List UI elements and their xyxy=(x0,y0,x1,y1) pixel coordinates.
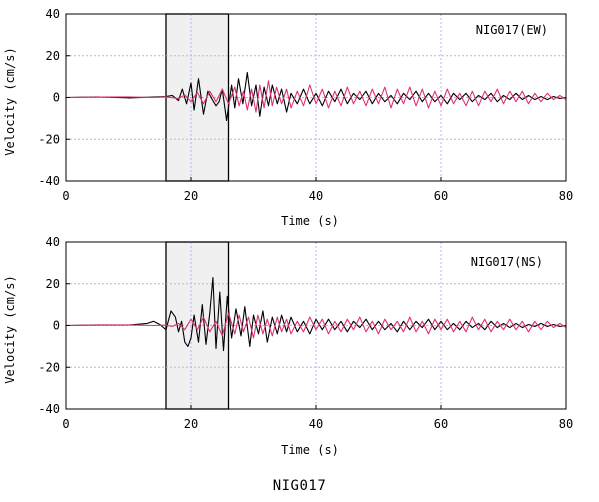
y-axis-label: Velocity (cm/s) xyxy=(3,275,17,383)
x-tick-label: 80 xyxy=(559,417,573,431)
y-tick-label: 20 xyxy=(46,49,60,63)
y-tick-label: -40 xyxy=(38,402,60,416)
series-line-2 xyxy=(65,80,567,113)
y-tick-label: -20 xyxy=(38,132,60,146)
panel-label: NIG017(NS) xyxy=(471,255,543,269)
x-tick-label: 40 xyxy=(309,417,323,431)
y-tick-label: 0 xyxy=(53,91,60,105)
y-tick-label: 20 xyxy=(46,277,60,291)
x-axis-label: Time (s) xyxy=(281,443,339,457)
x-axis-label: Time (s) xyxy=(281,214,339,228)
x-tick-label: 0 xyxy=(62,417,69,431)
x-tick-label: 80 xyxy=(559,189,573,203)
x-tick-label: 0 xyxy=(62,189,69,203)
y-tick-label: 40 xyxy=(46,235,60,249)
x-tick-label: 20 xyxy=(184,189,198,203)
panel-label: NIG017(EW) xyxy=(476,23,548,37)
y-tick-label: -40 xyxy=(38,174,60,188)
x-tick-label: 40 xyxy=(309,189,323,203)
series-line-1 xyxy=(65,276,567,352)
x-tick-label: 20 xyxy=(184,417,198,431)
panel-ew: 0 20 40 60 80 40 20 0 -20 -40 Time (s) Velocity (cm… xyxy=(3,7,573,228)
panel-ns: 0 20 40 60 80 40 20 0 -20 -40 Time (s) Velocity (cm… xyxy=(3,235,573,457)
y-axis-label: Velocity (cm/s) xyxy=(3,47,17,155)
series-line-2 xyxy=(65,312,567,339)
x-tick-label: 60 xyxy=(434,417,448,431)
y-tick-label: 0 xyxy=(53,319,60,333)
y-tick-label: 40 xyxy=(46,7,60,21)
figure-title: NIG017 xyxy=(272,478,327,494)
y-tick-label: -20 xyxy=(38,360,60,374)
x-tick-label: 60 xyxy=(434,189,448,203)
